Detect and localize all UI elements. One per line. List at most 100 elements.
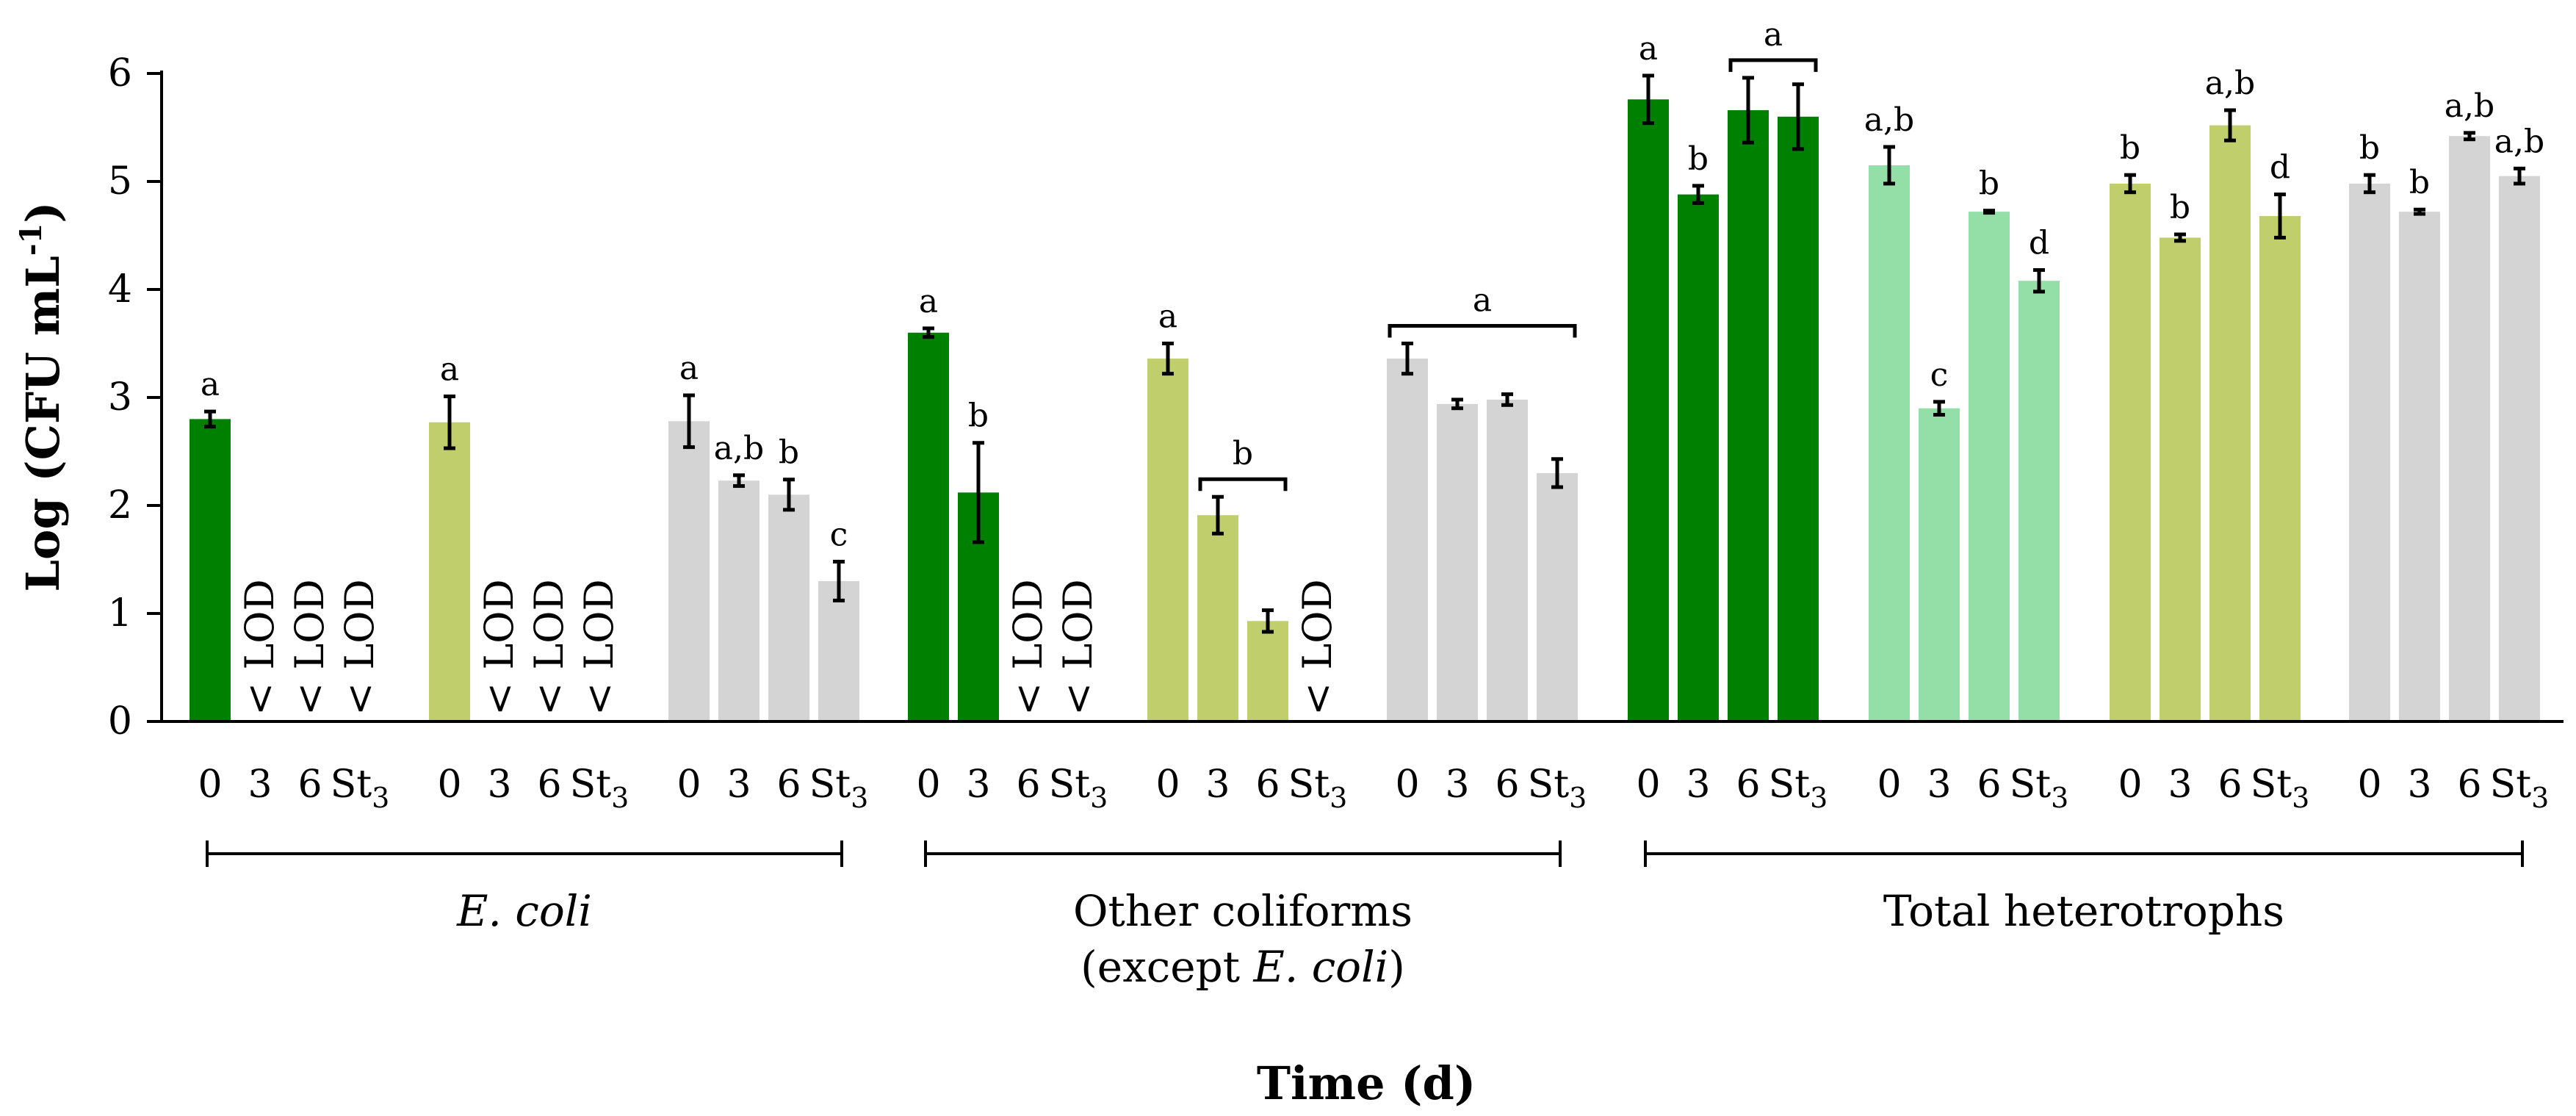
x-tick-label: 0 [198, 763, 222, 807]
y-tick-label: 1 [108, 591, 132, 636]
x-tick-label: 6 [776, 763, 801, 807]
bar [1487, 399, 1528, 721]
bar [190, 419, 231, 721]
significance-letter: a,b [2205, 65, 2255, 102]
bar [1437, 403, 1478, 721]
x-tick-label: 3 [1205, 763, 1230, 807]
significance-bracket [1388, 324, 1577, 338]
x-tick-label: 3 [726, 763, 751, 807]
bar [1919, 408, 1960, 721]
bar [2349, 183, 2390, 721]
bar [718, 480, 760, 721]
significance-letter: b [968, 397, 989, 435]
x-tick-label: 0 [2118, 763, 2142, 807]
lod-label: < LOD [476, 579, 522, 716]
x-tick-label: 6 [1495, 763, 1519, 807]
x-tick-label: St3 [570, 763, 629, 814]
bar [1147, 359, 1188, 721]
significance-letter: a,b [2494, 123, 2544, 160]
lod-label: < LOD [1055, 579, 1101, 716]
bar [2259, 216, 2301, 721]
bar [2449, 136, 2490, 721]
x-tick-label: 0 [1877, 763, 1901, 807]
x-tick-label: 6 [2218, 763, 2242, 807]
x-tick-label: 0 [437, 763, 461, 807]
x-tick-label: 3 [248, 763, 272, 807]
x-tick-label: St3 [2010, 763, 2069, 814]
group-label: Total heterotrophs [1883, 886, 2284, 936]
bar [1537, 472, 1578, 721]
bar [1969, 212, 2010, 721]
x-tick-label: St3 [1769, 763, 1828, 814]
significance-letter: a [1639, 30, 1658, 68]
x-tick-label: St3 [809, 763, 869, 814]
x-tick-label: St3 [2490, 763, 2550, 814]
bar [2209, 125, 2251, 721]
significance-letter: b [2409, 164, 2430, 201]
x-axis-title: Time (d) [1257, 1056, 1476, 1110]
x-tick-label: 0 [2357, 763, 2381, 807]
x-tick-label: 3 [1445, 763, 1469, 807]
group-labels-layer: E. coli Other coliforms (except E. coli) To… [206, 840, 2524, 992]
bar [1247, 621, 1288, 721]
y-tick-label: 6 [108, 51, 132, 96]
group-label-line2: (except E. coli) [1080, 942, 1405, 992]
significance-letter: b [2359, 129, 2380, 167]
bar [2399, 212, 2440, 721]
x-tick-label: St3 [2251, 763, 2310, 814]
lod-label: < LOD [286, 579, 333, 716]
bar [1387, 359, 1428, 721]
bar [1628, 99, 1669, 721]
group-label: Other coliforms [1073, 886, 1413, 936]
lod-label: < LOD [576, 579, 622, 716]
bar [2110, 183, 2151, 721]
y-tick-label: 2 [108, 483, 132, 528]
significance-letter: c [1930, 356, 1949, 394]
significance-letter: a [201, 366, 220, 403]
y-axis-title-main: Log (CFU mL [16, 256, 70, 591]
lod-label: < LOD [526, 579, 572, 716]
bar [2018, 281, 2060, 721]
lod-label: < LOD [1005, 579, 1051, 716]
significance-letter: b [1688, 140, 1709, 178]
bracket-letter: b [1233, 435, 1253, 472]
bracket-letter: a [1764, 16, 1783, 54]
x-tick-label: St3 [1528, 763, 1587, 814]
y-axis-title-end: ) [16, 201, 70, 223]
significance-letter: d [2029, 225, 2049, 262]
significance-bracket [1198, 477, 1288, 492]
x-tick-label: 6 [1736, 763, 1760, 807]
significance-letter: b [779, 434, 799, 472]
bar [668, 421, 710, 721]
x-tick-label: 0 [1636, 763, 1660, 807]
y-tick-label: 4 [108, 267, 132, 312]
significance-letter: c [830, 516, 848, 553]
bar [1197, 515, 1238, 721]
x-tick-label: 0 [1155, 763, 1180, 807]
y-tick-label: 3 [108, 375, 132, 420]
x-tick-label: 0 [677, 763, 701, 807]
bars-layer [190, 73, 2540, 722]
significance-letter: a,b [2445, 87, 2494, 125]
x-tick-label: 3 [2407, 763, 2431, 807]
y-tick-label: 5 [108, 159, 132, 204]
x-tick-label: St3 [331, 763, 390, 814]
group-label: E. coli [456, 886, 592, 936]
bar [1778, 116, 1819, 722]
bar [2160, 237, 2201, 721]
significance-letter: b [2170, 189, 2190, 226]
x-tick-label: 3 [487, 763, 511, 807]
bracket-letter: a [1473, 282, 1492, 320]
x-tick-label: 0 [1395, 763, 1419, 807]
bar [818, 580, 859, 721]
bar [1678, 194, 1719, 721]
bar [1728, 109, 1769, 722]
x-tick-label: 3 [1927, 763, 1951, 807]
significance-letter: a [679, 350, 699, 387]
lod-label: < LOD [1294, 579, 1341, 716]
x-tick-label: St3 [1288, 763, 1348, 814]
bar [1869, 165, 1910, 721]
